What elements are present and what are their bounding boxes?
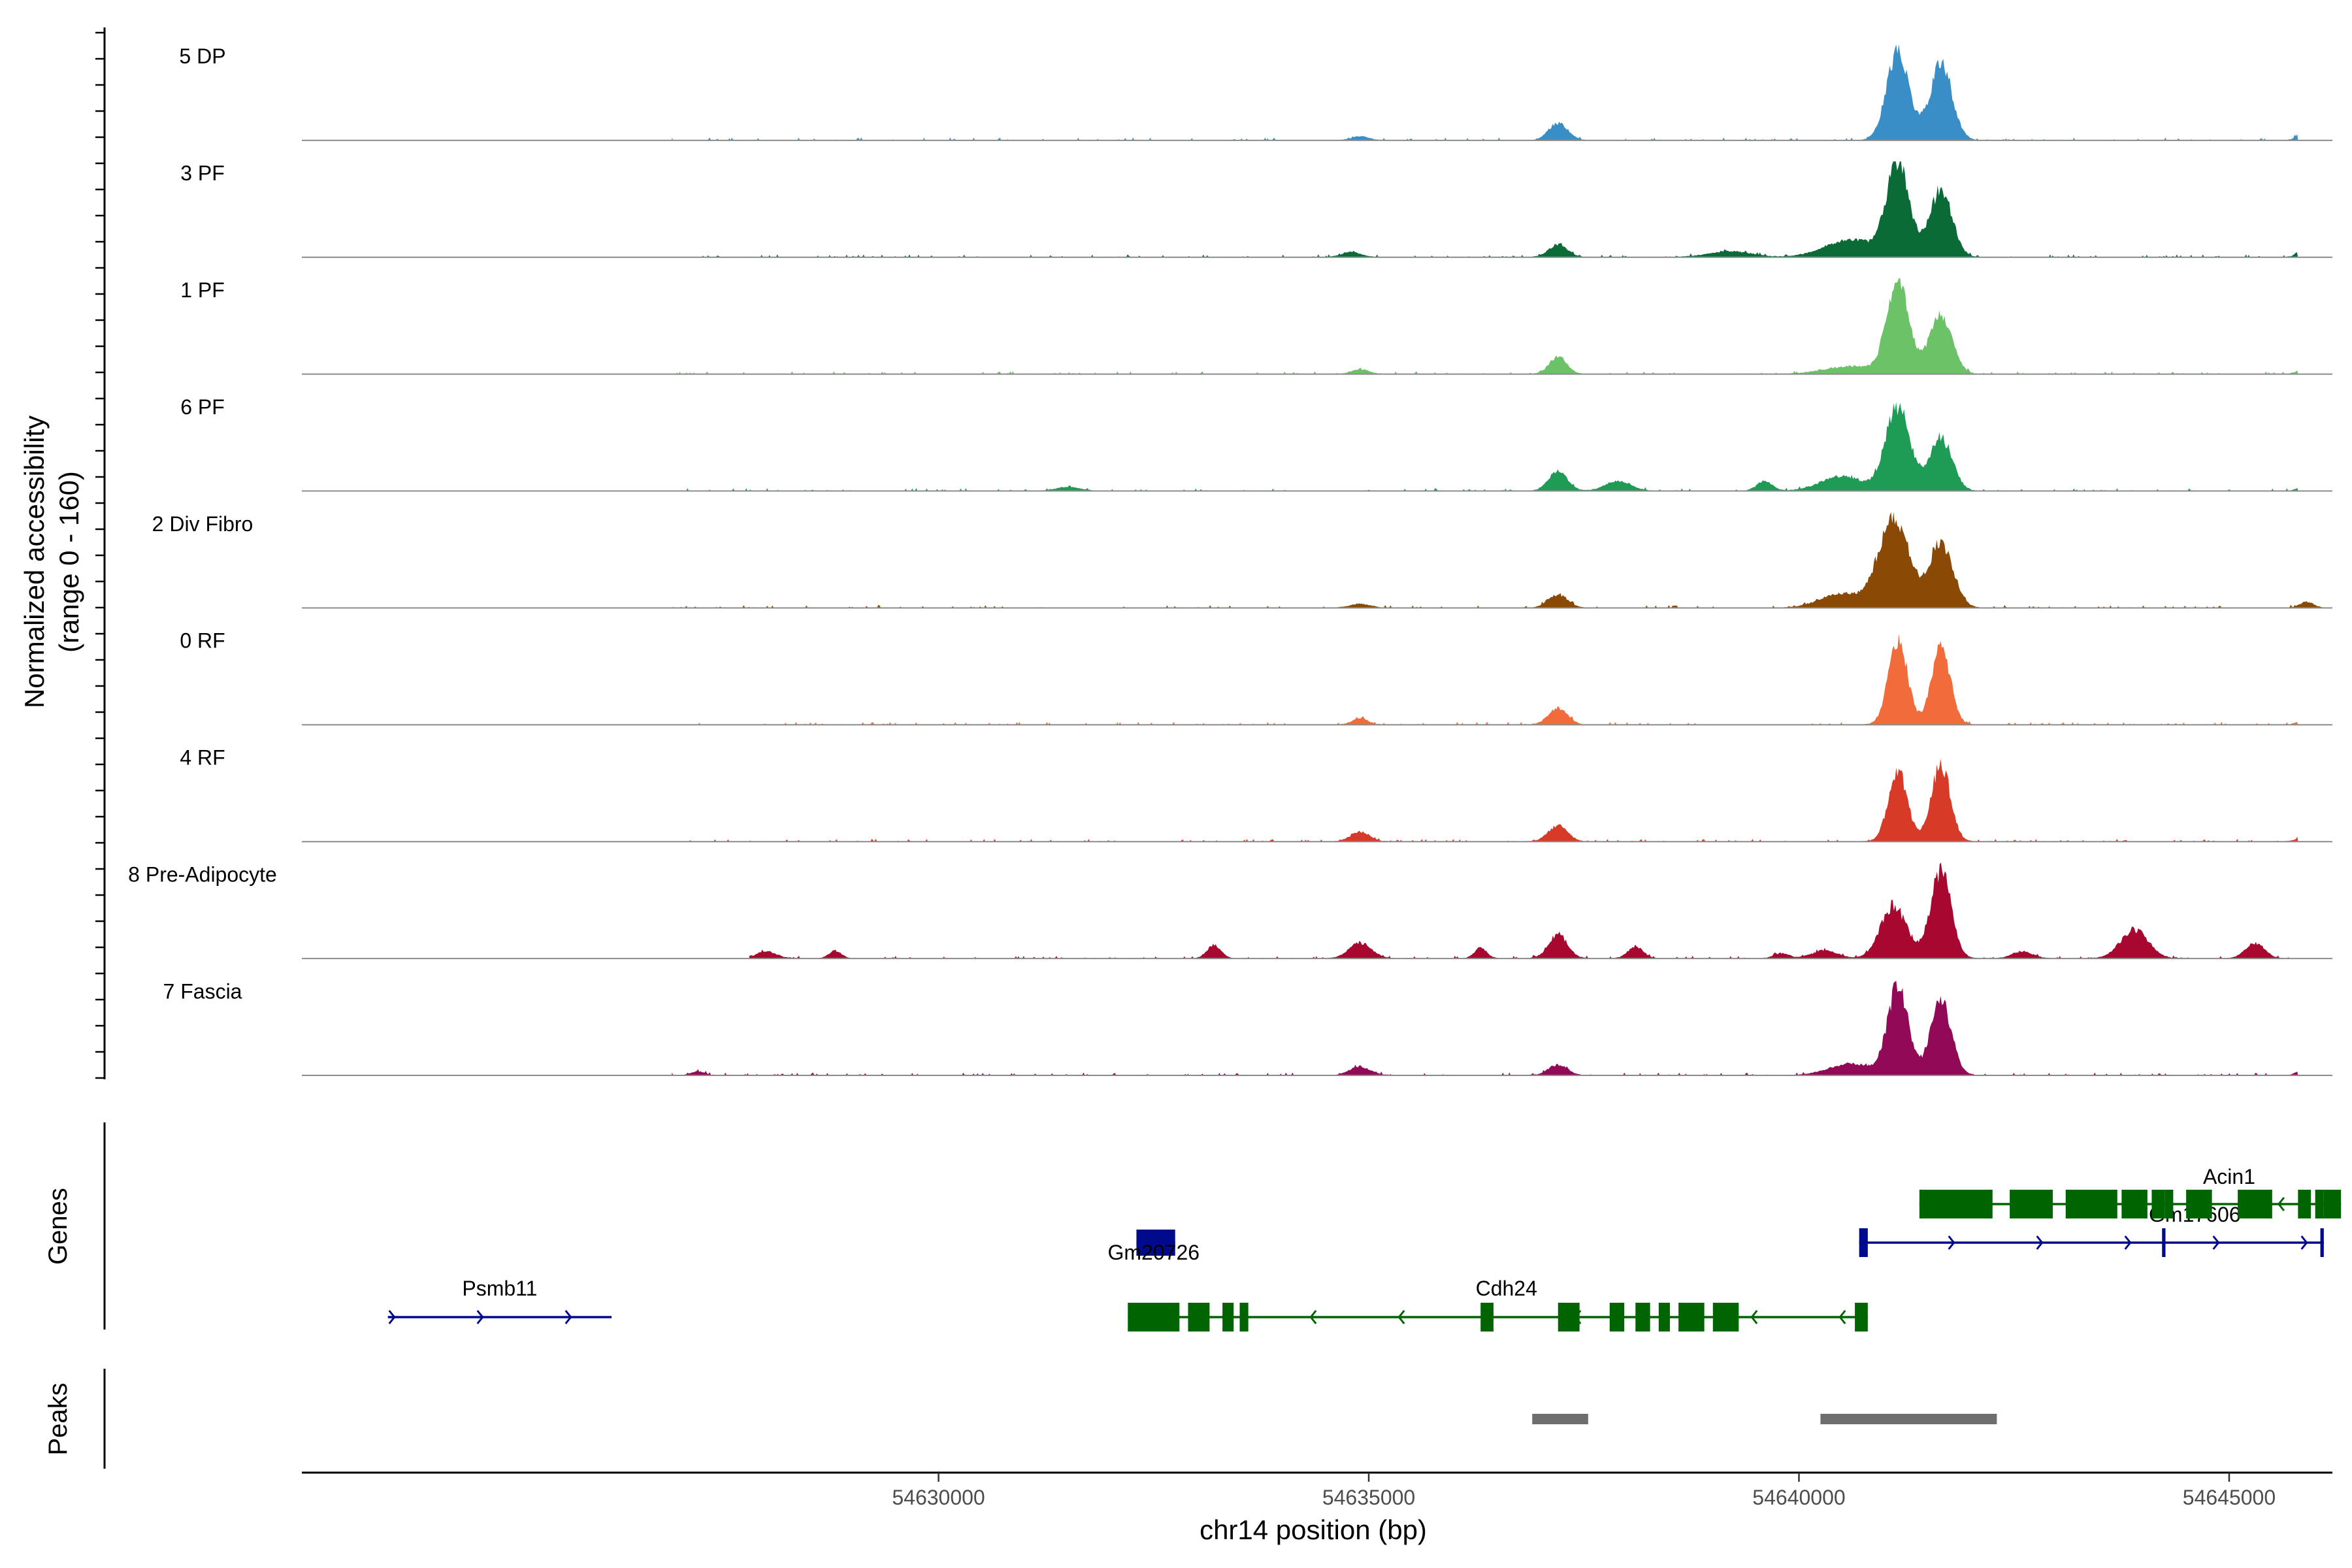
track-label: 4 RF bbox=[180, 746, 225, 770]
x-tick-label: 54640000 bbox=[1752, 1486, 1845, 1509]
exon bbox=[1222, 1303, 1234, 1331]
exon bbox=[2323, 1190, 2342, 1218]
gene-psmb11: Psmb11 bbox=[387, 1277, 612, 1324]
track-2-div-fibro: 2 Div Fibro bbox=[152, 512, 2332, 609]
exon bbox=[2238, 1190, 2272, 1218]
peaks-panel: Peaks bbox=[44, 1369, 1997, 1469]
x-tick-label: 54645000 bbox=[2183, 1486, 2276, 1509]
gene-label: Psmb11 bbox=[462, 1277, 537, 1300]
exon bbox=[1658, 1303, 1670, 1331]
track-label: 8 Pre-Adipocyte bbox=[128, 862, 277, 886]
coverage-area bbox=[749, 862, 2290, 959]
strand-arrow bbox=[2300, 1235, 2308, 1250]
track-label: 2 Div Fibro bbox=[152, 512, 253, 536]
exon bbox=[2164, 1190, 2174, 1218]
coverage-area bbox=[672, 759, 2298, 842]
exon bbox=[2320, 1228, 2324, 1257]
exon bbox=[2065, 1190, 2117, 1218]
strand-arrow bbox=[1750, 1310, 1758, 1324]
exon bbox=[1712, 1303, 1739, 1331]
track-label: 0 RF bbox=[180, 629, 225, 653]
exon bbox=[2186, 1190, 2212, 1218]
exon bbox=[1855, 1303, 1868, 1331]
exon bbox=[1609, 1303, 1625, 1331]
strand-arrow bbox=[2036, 1235, 2044, 1250]
exon bbox=[1859, 1228, 1868, 1257]
gene-cdh24: Cdh24 bbox=[1128, 1277, 1868, 1331]
gene-label: Acin1 bbox=[2203, 1165, 2255, 1188]
track-5-dp: 5 DP bbox=[179, 44, 2332, 141]
track-8-pre-adipocyte: 8 Pre-Adipocyte bbox=[128, 862, 2332, 960]
track-1-pf: 1 PF bbox=[180, 278, 2332, 375]
genes-panel-title: Genes bbox=[44, 1188, 73, 1265]
exon bbox=[2298, 1190, 2311, 1218]
exon bbox=[1128, 1303, 1180, 1331]
gene-label: Cdh24 bbox=[1476, 1277, 1537, 1300]
x-tick-label: 54635000 bbox=[1322, 1486, 1415, 1509]
exon bbox=[1919, 1190, 1993, 1218]
genes-panel: GenesPsmb11Gm20726Cdh24Gm17606Acin1 bbox=[44, 1122, 2342, 1331]
exon bbox=[2010, 1190, 2053, 1218]
strand-arrow bbox=[2124, 1235, 2132, 1250]
coverage-area bbox=[672, 278, 2298, 374]
exon bbox=[1480, 1303, 1494, 1331]
y-axis-title-line-1: Normalized accessibility bbox=[19, 416, 50, 708]
track-label: 3 PF bbox=[180, 161, 225, 185]
exon bbox=[1136, 1230, 1175, 1256]
strand-arrow bbox=[2212, 1235, 2220, 1250]
peak-region bbox=[1820, 1414, 1997, 1424]
strand-arrow bbox=[2277, 1197, 2285, 1211]
exon bbox=[1239, 1303, 1249, 1331]
exon bbox=[2315, 1190, 2324, 1218]
exon bbox=[1678, 1303, 1705, 1331]
track-7-fascia: 7 Fascia bbox=[163, 979, 2332, 1076]
coverage-area bbox=[672, 402, 2298, 491]
y-axis bbox=[95, 27, 106, 1079]
strand-arrow bbox=[476, 1310, 484, 1324]
gene-label: Gm20726 bbox=[1108, 1241, 1200, 1264]
y-axis-title-line-2: (range 0 - 160) bbox=[54, 471, 84, 653]
peak-region bbox=[1532, 1414, 1588, 1424]
coverage-area bbox=[672, 512, 2324, 608]
gene-gm20726: Gm20726 bbox=[1108, 1230, 1200, 1264]
track-label: 1 PF bbox=[180, 278, 225, 302]
exon bbox=[1558, 1303, 1580, 1331]
strand-arrow bbox=[1948, 1235, 1955, 1250]
exon bbox=[2121, 1190, 2148, 1218]
track-label: 6 PF bbox=[180, 395, 225, 419]
strand-arrow bbox=[1838, 1310, 1846, 1324]
track-label: 5 DP bbox=[179, 44, 225, 68]
gene-acin1: Acin1 bbox=[1919, 1165, 2342, 1218]
track-label: 7 Fascia bbox=[163, 979, 242, 1003]
strand-arrow bbox=[1309, 1310, 1317, 1324]
exon bbox=[2151, 1190, 2165, 1218]
x-axis: 54630000 54635000 54640000 54645000 bbox=[302, 1471, 2332, 1509]
peaks-panel-title: Peaks bbox=[44, 1382, 73, 1455]
strand-arrow bbox=[388, 1310, 396, 1324]
exon bbox=[1635, 1303, 1650, 1331]
x-tick-label: 54630000 bbox=[892, 1486, 985, 1509]
exon bbox=[1188, 1303, 1210, 1331]
exon bbox=[2162, 1228, 2166, 1257]
coverage-area bbox=[672, 634, 2298, 725]
track-0-rf: 0 RF bbox=[180, 629, 2332, 726]
x-axis-title: chr14 position (bp) bbox=[1200, 1514, 1427, 1545]
coverage-tracks: 5 DP 3 PF 1 PF 6 PF 2 Div Fibro 0 RF 4 RF 8 Pre… bbox=[128, 44, 2332, 1076]
strand-arrow bbox=[564, 1310, 572, 1324]
coverage-area bbox=[672, 981, 2298, 1075]
track-4-rf: 4 RF bbox=[180, 746, 2332, 843]
track-6-pf: 6 PF bbox=[180, 395, 2332, 492]
coverage-area bbox=[672, 44, 2298, 140]
track-3-pf: 3 PF bbox=[180, 161, 2332, 258]
coverage-area bbox=[697, 161, 2298, 257]
strand-arrow bbox=[1397, 1310, 1405, 1324]
